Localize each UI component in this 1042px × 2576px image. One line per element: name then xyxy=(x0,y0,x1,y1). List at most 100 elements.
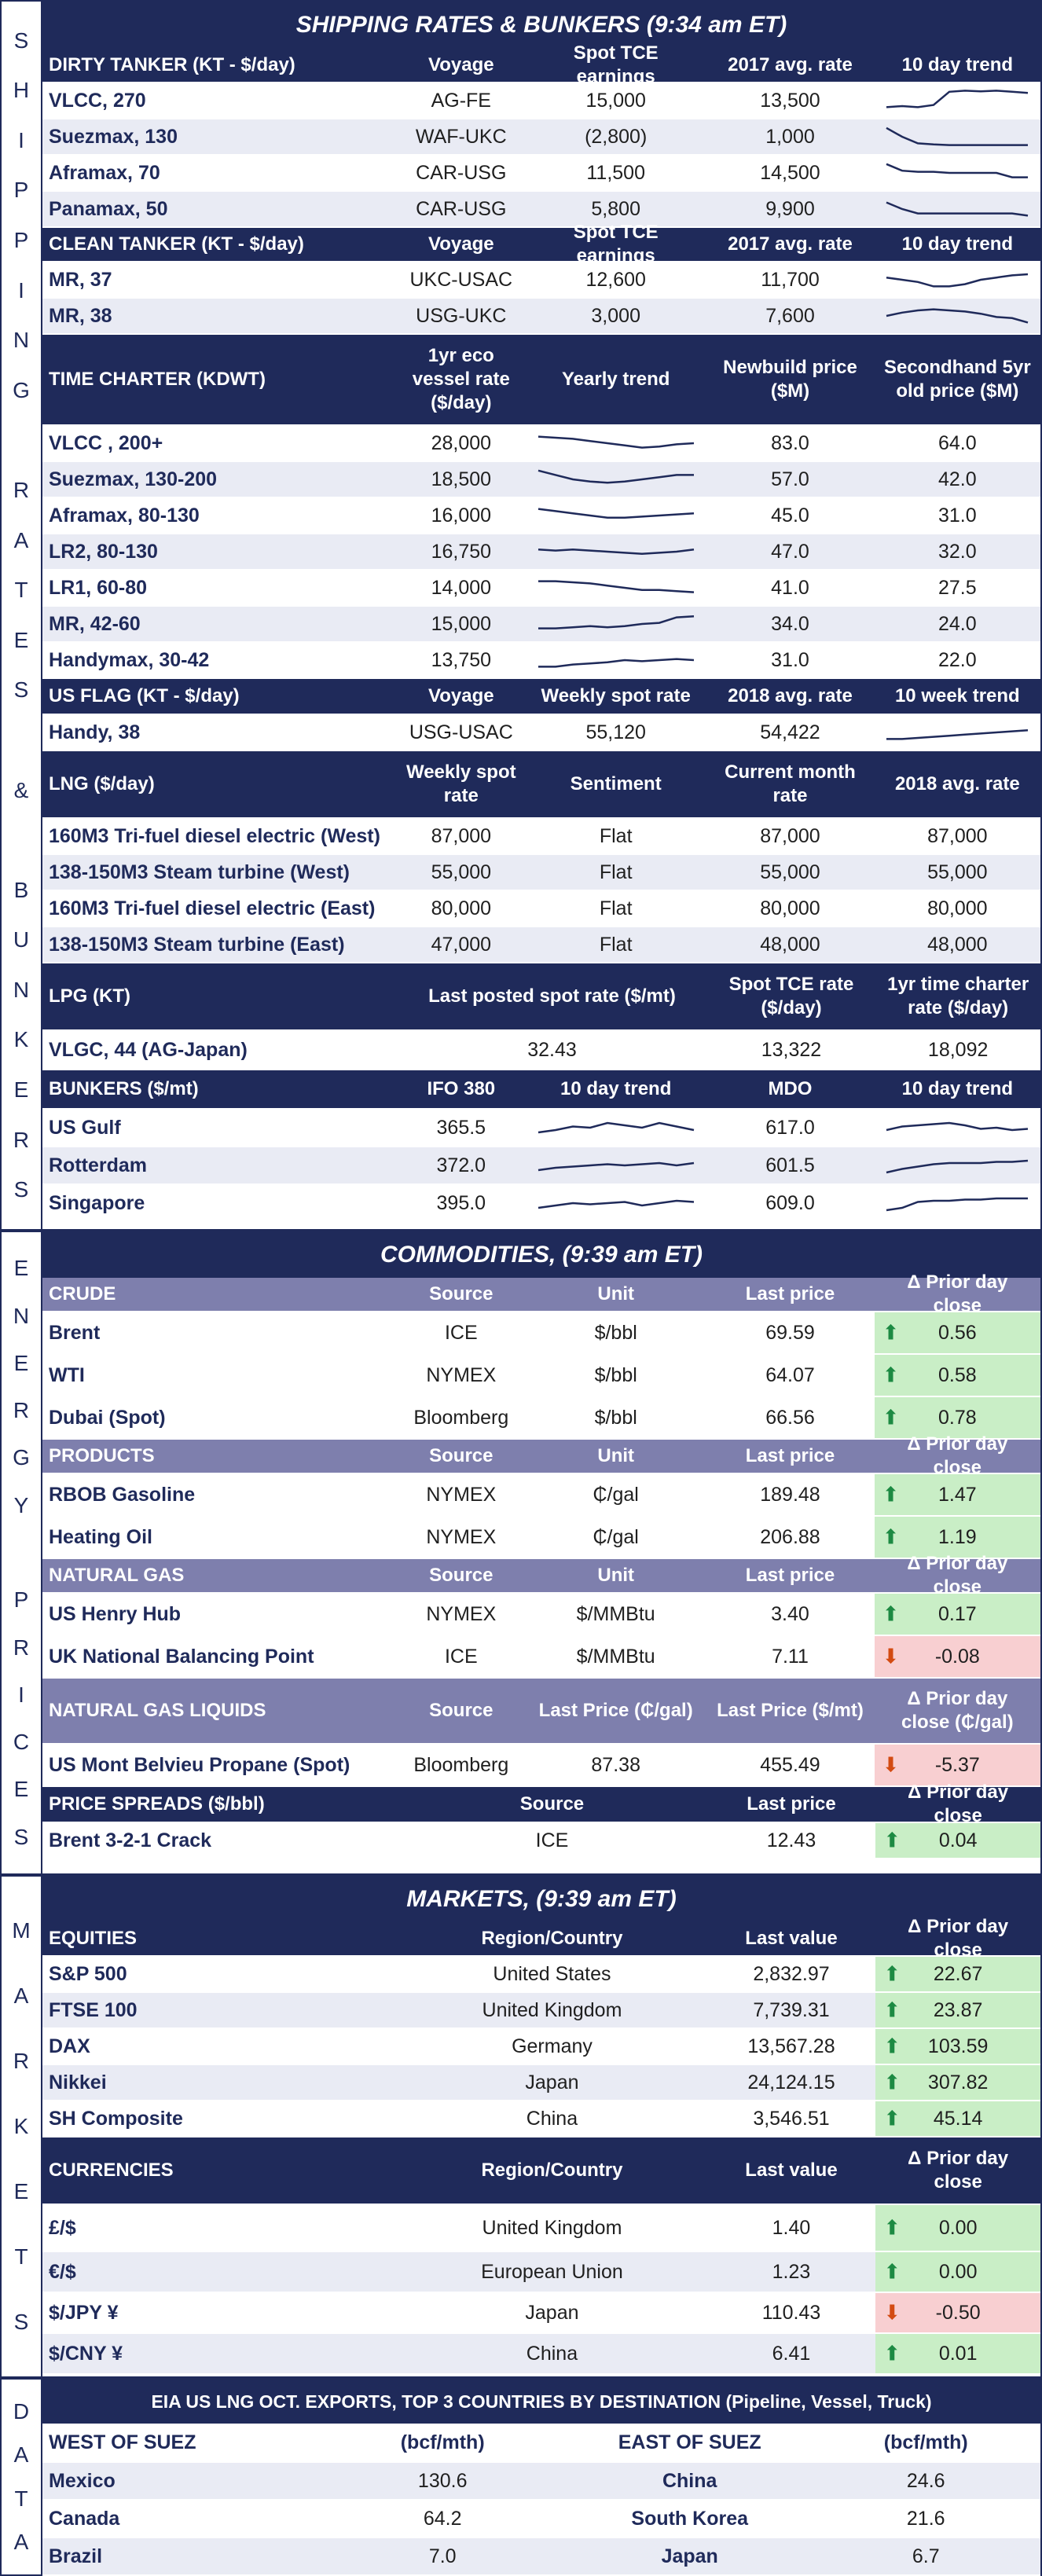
column-header: NATURAL GAS xyxy=(49,1565,185,1586)
yearly-trend-sparkline xyxy=(526,464,706,495)
weekly-spot: 55,120 xyxy=(585,721,646,743)
vessel-name: Aframax, 70 xyxy=(49,161,160,184)
region: Germany xyxy=(512,2035,593,2057)
column-header: CLEAN TANKER (KT - $/day) xyxy=(49,233,304,255)
column-header: TIME CHARTER (KDWT) xyxy=(49,369,266,390)
up-arrow-icon: ⬆ xyxy=(882,1482,900,1506)
dirty-row: Suezmax, 130 WAF-UKC (2,800) 1,000 xyxy=(42,119,1040,156)
trend-sparkline xyxy=(875,300,1040,332)
side-letter xyxy=(18,829,24,851)
trend-sparkline-line xyxy=(886,273,1029,288)
newbuild-price: 41.0 xyxy=(771,576,809,599)
column-header: Secondhand 5yr old price ($M) xyxy=(883,357,1031,402)
unit: ₵/gal xyxy=(593,1483,639,1506)
data-row: Mexico 130.6 China 24.6 xyxy=(42,2463,1040,2501)
currency-pair: £/$ xyxy=(49,2216,76,2239)
column-header: Weekly spot rate xyxy=(405,761,516,806)
last-value: 7,739.31 xyxy=(753,1998,830,2021)
change-cell: ⬆ 0.78 xyxy=(874,1397,1040,1438)
commodity-name: UK National Balancing Point xyxy=(49,1645,314,1668)
commodity-name: US Henry Hub xyxy=(49,1602,182,1625)
side-letter: A xyxy=(13,2442,29,2468)
side-letter: E xyxy=(13,1077,29,1103)
trend-sparkline xyxy=(886,308,1029,324)
column-header: Δ Prior day close xyxy=(908,1916,1009,1961)
yearly-trend-sparkline-line xyxy=(538,580,694,593)
change-cell: ⬆ 0.17 xyxy=(874,1594,1040,1635)
change-value: -0.50 xyxy=(935,2301,981,2324)
eco-rate: 16,750 xyxy=(431,540,492,563)
lpg-vessel-name: VLGC, 44 (AG-Japan) xyxy=(49,1038,248,1061)
change-cell: ⬆ 23.87 xyxy=(875,1993,1040,2027)
column-header: PRICE SPREADS ($/bbl) xyxy=(49,1793,265,1815)
column-header: 2018 avg. rate xyxy=(894,773,1020,794)
change-cell: ⬆ 0.04 xyxy=(875,1823,1040,1858)
column-header: Last price xyxy=(745,1445,835,1466)
data-row: Brazil 7.0 Japan 6.7 xyxy=(42,2538,1040,2576)
change-value: 0.00 xyxy=(938,2216,978,2239)
clean-header: CLEAN TANKER (KT - $/day) Voyage Spot TCE … xyxy=(42,222,1040,266)
price-dollar-mt: 455.49 xyxy=(760,1753,820,1776)
column-header: CRUDE xyxy=(49,1283,116,1305)
commodities-section-main: COMMODITIES, (9:39 am ET) CRUDE Source Unit… xyxy=(42,1232,1040,1873)
yearly-trend-sparkline xyxy=(526,536,706,567)
ifo-trend-sparkline xyxy=(538,1121,694,1134)
side-letter: K xyxy=(13,2114,29,2138)
change-value: 0.04 xyxy=(938,1829,978,1851)
last-price: 3.40 xyxy=(771,1602,809,1625)
spreads-header: PRICE SPREADS ($/bbl) Source Last price Δ P… xyxy=(42,1782,1040,1826)
spread-name: Brent 3-2-1 Crack xyxy=(49,1829,212,1851)
down-arrow-icon: ⬇ xyxy=(882,1644,900,1668)
last-price: 66.56 xyxy=(765,1406,815,1429)
column-header: Source xyxy=(429,1283,493,1305)
voyage: AG-FE xyxy=(431,89,491,112)
east-value: 6.7 xyxy=(912,2545,940,2567)
secondhand-price: 22.0 xyxy=(937,648,977,671)
column-header: EQUITIES xyxy=(49,1928,138,1949)
column-header: Region/Country xyxy=(481,2160,623,2181)
trend-sparkline xyxy=(886,273,1029,288)
region: United States xyxy=(493,1962,611,1985)
voyage: USG-UKC xyxy=(416,304,507,327)
vessel-name: MR, 37 xyxy=(49,268,112,291)
vessel-name: MR, 38 xyxy=(49,304,112,327)
bunkers-row: US Gulf 365.5 617.0 xyxy=(42,1110,1040,1147)
side-letter: A xyxy=(13,1983,29,2008)
lng-vessel-name: 138-150M3 Steam turbine (West) xyxy=(49,861,350,883)
side-letter: M xyxy=(12,1918,31,1943)
side-letter: P xyxy=(13,178,29,203)
equities-header: EQUITIES Region/Country Last value Δ Prior … xyxy=(42,1916,1040,1961)
column-header: Last price xyxy=(745,1565,835,1586)
products-row: RBOB Gasoline NYMEX ₵/gal 189.48 ⬆ 1.47 xyxy=(42,1474,1040,1517)
column-header: Unit xyxy=(597,1283,635,1305)
timecharter-row: LR2, 80-130 16,750 47.0 32.0 xyxy=(42,534,1040,571)
unit: $/MMBtu xyxy=(576,1602,655,1625)
last-value: 1.40 xyxy=(772,2216,811,2239)
east-country: South Korea xyxy=(631,2507,749,2530)
side-letter: S xyxy=(13,1824,29,1849)
unit: $/bbl xyxy=(594,1406,637,1429)
change-cell: ⬆ 0.00 xyxy=(875,2205,1040,2251)
markets-section-side-label: M A R K E T S xyxy=(2,1877,42,2376)
side-letter xyxy=(18,729,24,751)
column-header: EAST OF SUEZ xyxy=(618,2431,761,2453)
side-letter: S xyxy=(13,1177,29,1202)
column-header: Current month rate xyxy=(725,761,856,806)
column-header: 2017 avg. rate xyxy=(728,233,853,255)
avg-rate: 11,700 xyxy=(761,268,820,291)
column-header: Δ Prior day close (₵/gal) xyxy=(901,1688,1014,1733)
source: NYMEX xyxy=(426,1525,497,1548)
last-price: 12.43 xyxy=(766,1829,816,1851)
column-header: Δ Prior day close xyxy=(908,1782,1009,1826)
trend-sparkline xyxy=(875,717,1040,748)
currencies-row: $/JPY ¥ Japan 110.43 ⬇ -0.50 xyxy=(42,2293,1040,2334)
vessel-name: MR, 42-60 xyxy=(49,612,141,635)
up-arrow-icon: ⬆ xyxy=(883,1828,901,1852)
port-name: Singapore xyxy=(49,1191,145,1214)
bunkers-row: Rotterdam 372.0 601.5 xyxy=(42,1147,1040,1185)
up-arrow-icon: ⬆ xyxy=(882,1525,900,1549)
avg-rate: 13,500 xyxy=(760,89,820,112)
down-arrow-icon: ⬇ xyxy=(882,1752,900,1777)
bunkers-row: Singapore 395.0 609.0 xyxy=(42,1185,1040,1223)
